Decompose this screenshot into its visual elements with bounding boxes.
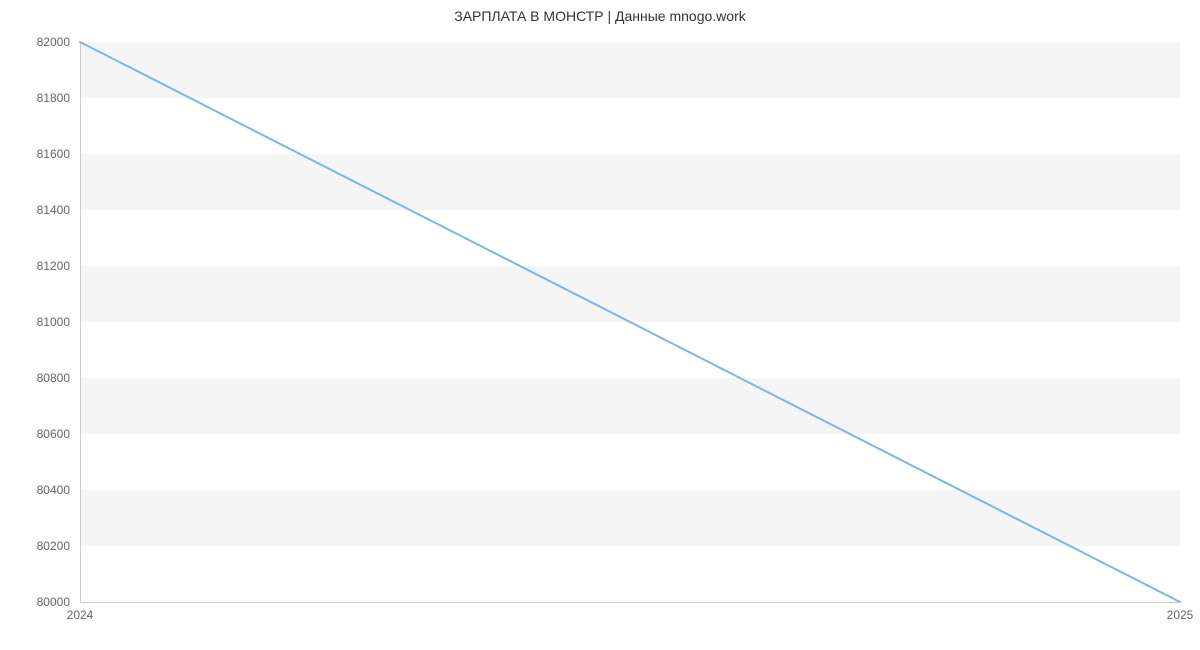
x-axis-line <box>80 602 1180 603</box>
y-tick-label: 81600 <box>0 147 70 161</box>
line-layer <box>80 42 1180 602</box>
y-tick-label: 81000 <box>0 315 70 329</box>
y-tick-label: 80800 <box>0 371 70 385</box>
y-tick-label: 82000 <box>0 35 70 49</box>
y-tick-label: 80200 <box>0 539 70 553</box>
plot-area <box>80 42 1180 602</box>
x-tick-label: 2024 <box>50 608 110 622</box>
y-tick-label: 81200 <box>0 259 70 273</box>
y-tick-label: 81400 <box>0 203 70 217</box>
y-tick-label: 80400 <box>0 483 70 497</box>
y-tick-label: 80000 <box>0 595 70 609</box>
y-tick-label: 81800 <box>0 91 70 105</box>
series-line-salary <box>80 42 1180 602</box>
x-tick-label: 2025 <box>1150 608 1200 622</box>
salary-line-chart: ЗАРПЛАТА В МОНСТР | Данные mnogo.work 80… <box>0 0 1200 650</box>
chart-title: ЗАРПЛАТА В МОНСТР | Данные mnogo.work <box>0 8 1200 24</box>
y-tick-label: 80600 <box>0 427 70 441</box>
